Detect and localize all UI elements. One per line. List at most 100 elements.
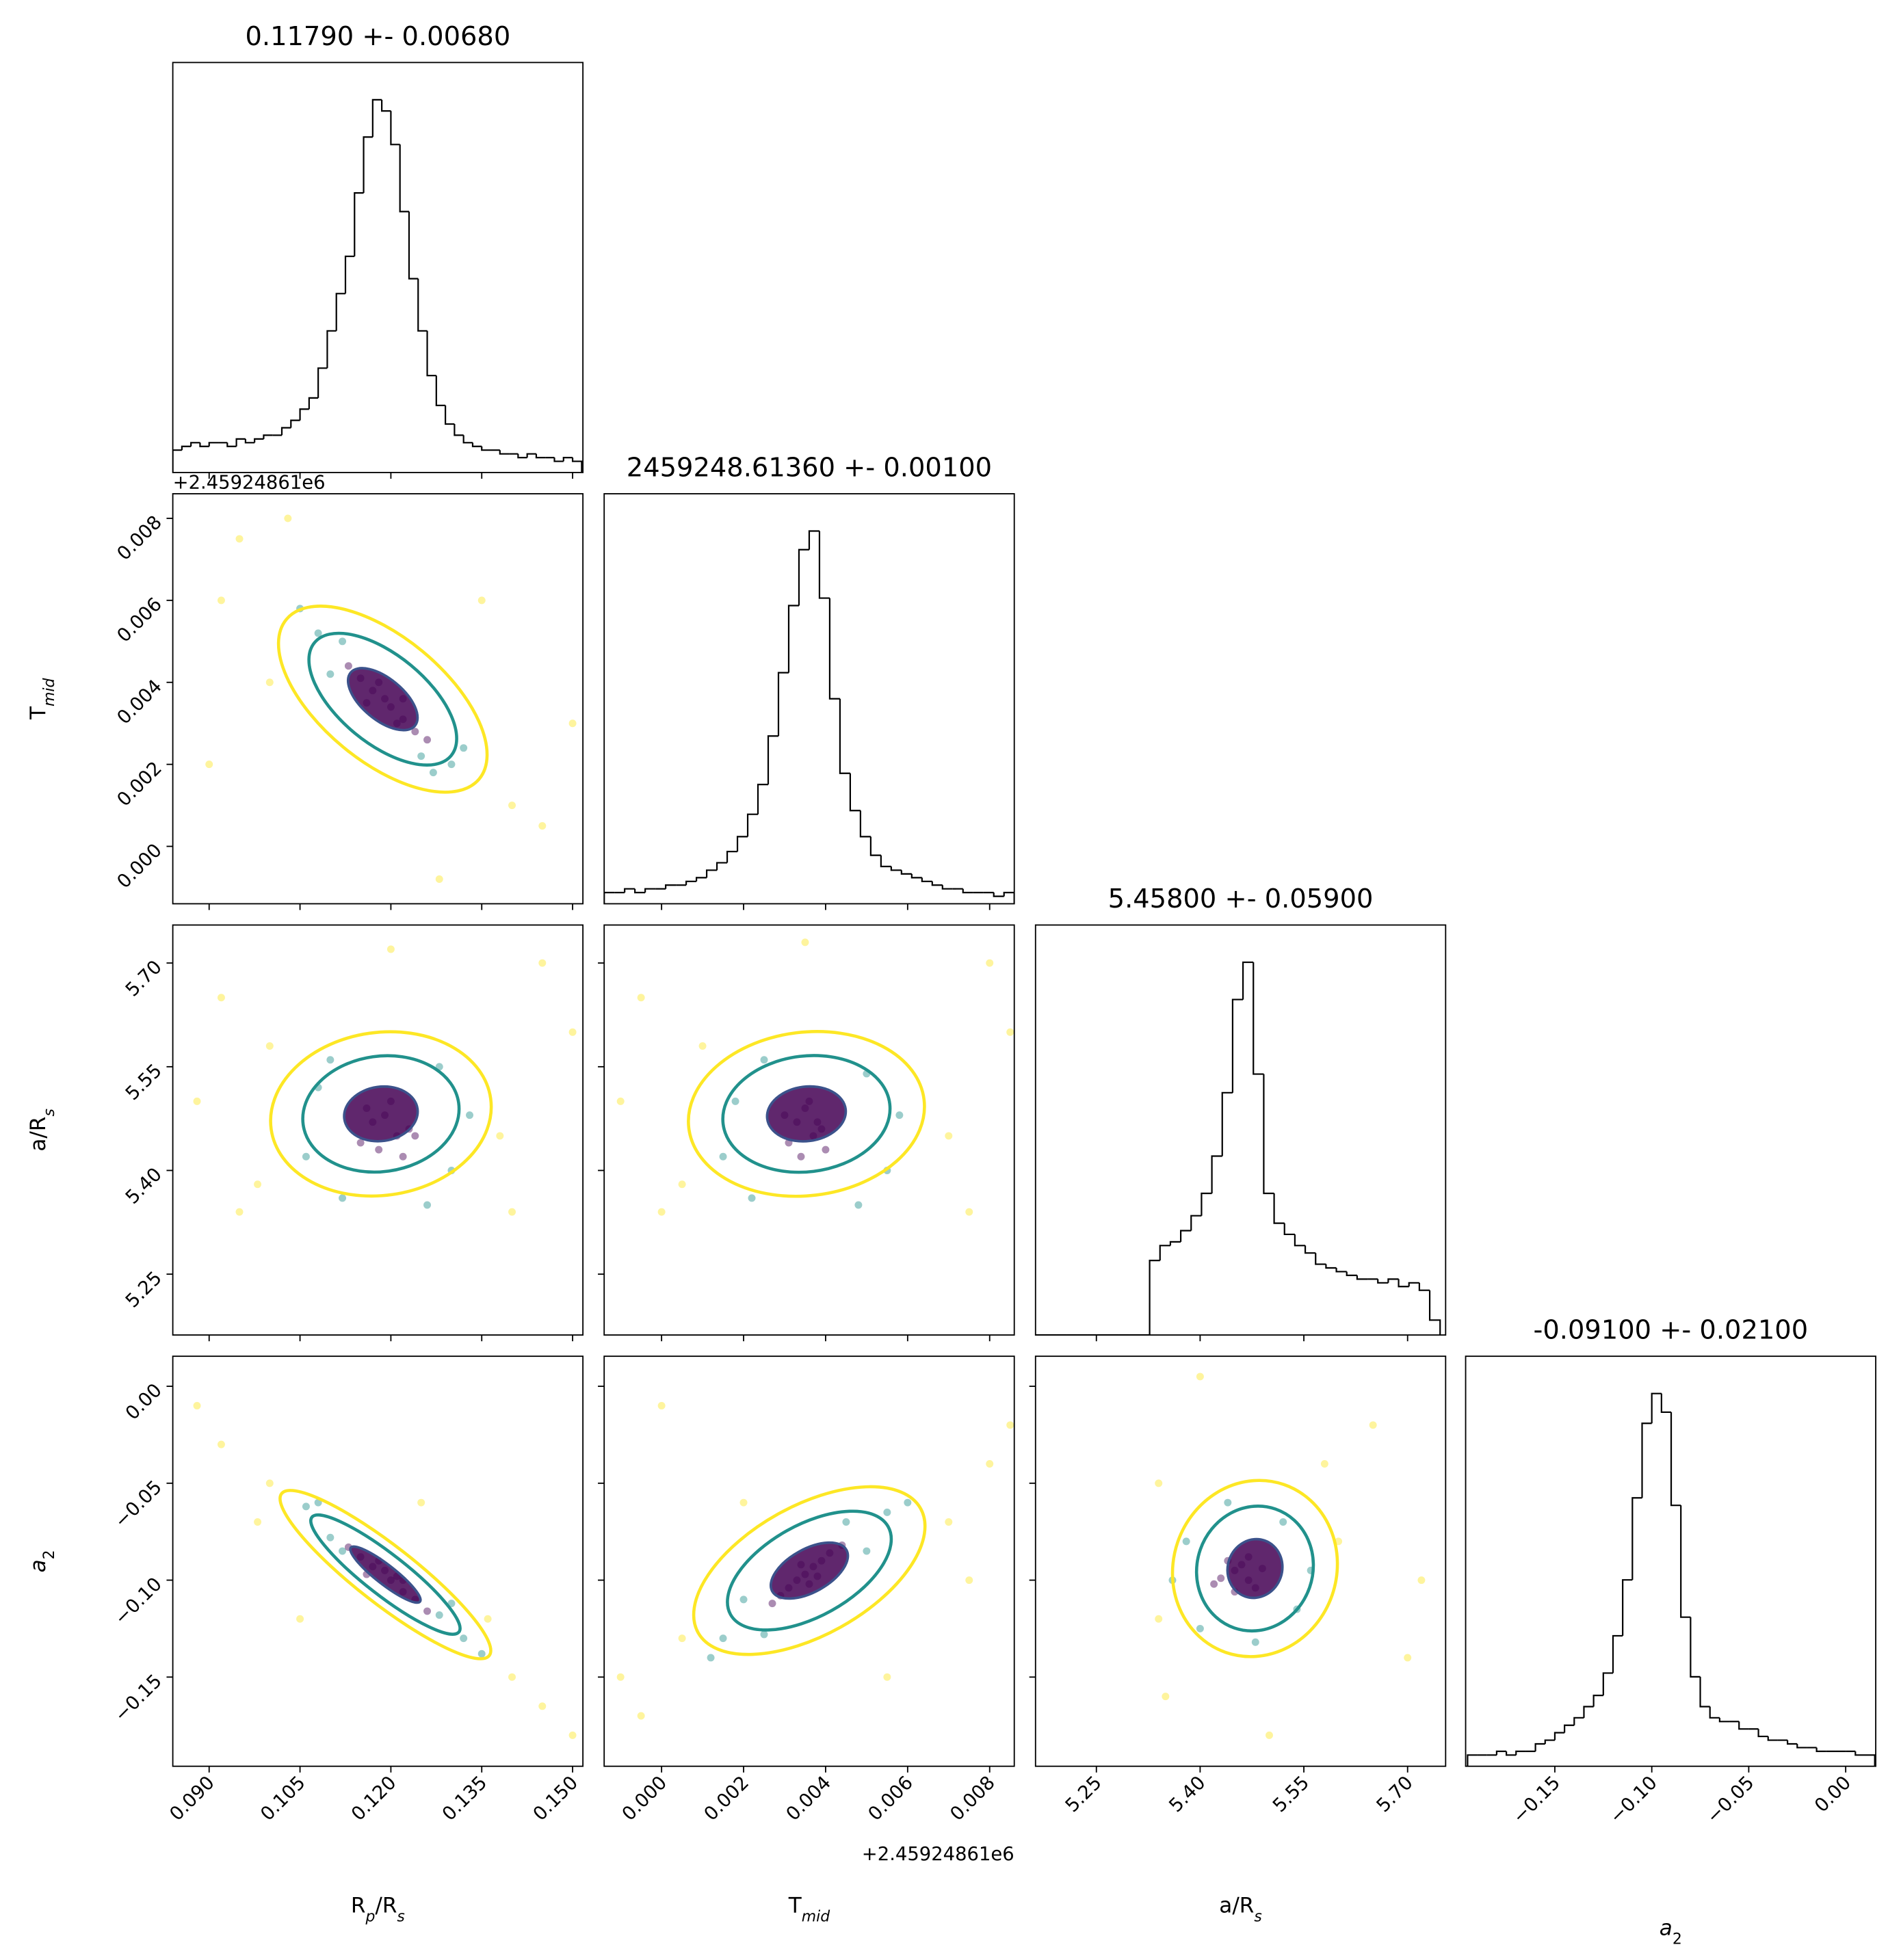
- histogram-step: [254, 438, 264, 443]
- scatter-point: [284, 514, 292, 522]
- scatter-point: [496, 1132, 504, 1140]
- histogram-step: [190, 442, 200, 447]
- scatter-point: [508, 802, 516, 810]
- panel-frame: [172, 493, 584, 905]
- scatter-point: [822, 1145, 830, 1154]
- histogram-step: [910, 873, 922, 879]
- histogram-step: [299, 408, 309, 421]
- scatter-point: [435, 875, 443, 884]
- scatter-point: [863, 1547, 871, 1555]
- histogram-step: [1505, 1751, 1517, 1756]
- histogram-step: [808, 530, 820, 550]
- label-part: mid: [41, 677, 58, 706]
- scatter-point: [945, 1518, 953, 1526]
- scatter-point: [1320, 1460, 1328, 1468]
- scatter-point: [1196, 1624, 1204, 1632]
- scatter-point: [568, 1731, 577, 1739]
- histogram-step: [471, 442, 482, 447]
- scatter-point: [1210, 1580, 1218, 1588]
- histogram-step: [1242, 961, 1254, 1000]
- histogram-step: [1315, 1253, 1326, 1265]
- histogram-step: [371, 98, 382, 137]
- histogram-step: [624, 888, 635, 893]
- histogram-step: [767, 735, 778, 785]
- histogram-step: [828, 598, 840, 700]
- histogram-step: [1283, 1223, 1295, 1236]
- histogram-step: [1757, 1729, 1768, 1738]
- contour-outer: [687, 1030, 926, 1198]
- scatter-point: [707, 1654, 715, 1662]
- scatter-panel: [193, 1401, 577, 1739]
- histogram-step: [777, 672, 789, 737]
- scatter-point: [356, 1139, 365, 1147]
- label-part: T: [788, 1894, 802, 1918]
- histogram-step: [1631, 1497, 1642, 1580]
- histogram-step: [399, 144, 409, 213]
- scatter-point: [254, 1180, 262, 1189]
- histogram: [604, 530, 1014, 904]
- histogram-step: [880, 855, 891, 868]
- scatter-point: [945, 1132, 953, 1140]
- scatter-point: [411, 728, 419, 736]
- histogram-step: [199, 442, 209, 447]
- scatter-point: [423, 1607, 432, 1615]
- histogram-step: [1211, 1155, 1222, 1193]
- histogram-step: [517, 453, 527, 459]
- histogram-step: [1180, 1230, 1192, 1242]
- histogram-step: [1865, 1754, 1876, 1766]
- scatter-point: [637, 1712, 645, 1720]
- scatter-point: [460, 1634, 468, 1643]
- histogram-step: [1169, 1241, 1181, 1246]
- scatter-point: [302, 1152, 310, 1161]
- density-core: [349, 1545, 422, 1604]
- histogram-step: [481, 446, 491, 451]
- histogram-step: [1573, 1717, 1584, 1725]
- histogram-step: [390, 111, 400, 146]
- histogram: [1467, 1392, 1876, 1766]
- histogram-step: [1612, 1634, 1623, 1673]
- histogram-step: [290, 419, 300, 428]
- scatter-point: [326, 670, 335, 678]
- scatter-point: [637, 994, 645, 1002]
- histogram-step: [526, 453, 536, 458]
- histogram-step: [685, 880, 697, 886]
- histogram-step: [1325, 1264, 1337, 1269]
- histogram-step: [1003, 892, 1014, 904]
- label-part: R: [351, 1894, 366, 1918]
- histogram-step: [226, 442, 237, 447]
- scatter-point: [1155, 1479, 1163, 1487]
- scatter-point: [484, 1615, 492, 1623]
- scatter-panel: [616, 1401, 1014, 1720]
- histogram-step: [1564, 1724, 1575, 1733]
- scatter-point: [339, 1547, 347, 1555]
- scatter-point: [411, 1132, 419, 1140]
- panel-title: -0.09100 +- 0.02100: [1533, 1315, 1808, 1346]
- histogram-step: [1294, 1234, 1306, 1247]
- scatter-point: [477, 596, 486, 605]
- histogram-step: [435, 375, 446, 406]
- histogram-step: [1201, 1192, 1212, 1216]
- histogram-step: [445, 405, 455, 425]
- panel-title: 0.11790 +- 0.00680: [245, 21, 510, 52]
- histogram-step: [208, 442, 219, 447]
- scatter-point: [435, 1611, 443, 1619]
- histogram-step: [417, 278, 428, 332]
- panel-title: 5.45800 +- 0.05900: [1108, 884, 1374, 914]
- histogram-step: [736, 836, 748, 852]
- scatter-point: [193, 1401, 201, 1409]
- histogram-step: [308, 397, 319, 410]
- histogram-step: [1854, 1751, 1865, 1756]
- histogram-step: [1495, 1750, 1507, 1756]
- scatter-point: [344, 662, 352, 670]
- histogram-step: [1346, 1271, 1357, 1276]
- panel-frame: [1034, 1355, 1447, 1767]
- histogram-step: [1304, 1245, 1316, 1254]
- label-part: mid: [802, 1908, 830, 1925]
- contour-outer: [692, 1485, 927, 1656]
- panel-title: 2459248.61360 +- 0.00100: [627, 452, 992, 483]
- histogram: [172, 98, 583, 473]
- histogram-step: [665, 884, 677, 889]
- scatter-point: [678, 1180, 686, 1189]
- scatter-point: [657, 1208, 666, 1216]
